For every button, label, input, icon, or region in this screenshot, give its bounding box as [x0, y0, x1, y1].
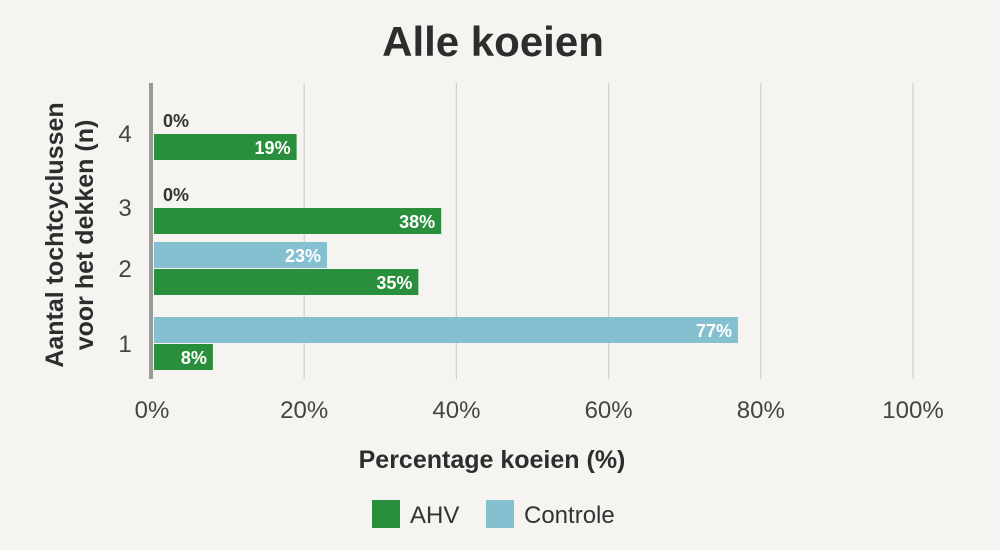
- data-label: 0%: [163, 111, 189, 131]
- legend-label-ahv: AHV: [410, 502, 459, 529]
- x-tick-label: 0%: [135, 397, 170, 424]
- chart-title: Alle koeien: [382, 18, 604, 65]
- y-tick-labels: 4 3 2 1: [118, 121, 131, 358]
- x-tick-label: 80%: [737, 397, 785, 424]
- data-label: 35%: [376, 273, 412, 293]
- x-tick-labels: 0% 20% 40% 60% 80% 100%: [135, 397, 944, 424]
- bars: 0% 19% 0% 38% 23% 35% 77% 8%: [154, 111, 738, 370]
- legend-label-controle: Controle: [524, 502, 615, 529]
- x-axis-title: Percentage koeien (%): [359, 446, 626, 474]
- y-tick-label: 2: [118, 256, 131, 283]
- x-tick-label: 40%: [432, 397, 480, 424]
- data-label: 77%: [696, 321, 732, 341]
- legend: AHV Controle: [372, 500, 615, 529]
- bar-controle: [154, 242, 328, 268]
- bar-ahv: [154, 344, 213, 370]
- data-label: 38%: [399, 212, 435, 232]
- legend-swatch-ahv: [372, 500, 400, 528]
- data-label: 23%: [285, 246, 321, 266]
- y-axis-title-line2: voor het dekken (n): [71, 120, 99, 351]
- data-label: 8%: [181, 348, 207, 368]
- x-tick-label: 100%: [882, 397, 943, 424]
- x-tick-label: 60%: [585, 397, 633, 424]
- y-axis-title-line1: Aantal tochtcyclussen: [41, 102, 69, 367]
- bar-controle: [154, 317, 738, 343]
- bar-ahv: [154, 208, 442, 234]
- x-tick-label: 20%: [280, 397, 328, 424]
- bar-ahv: [154, 134, 297, 160]
- y-tick-label: 4: [118, 121, 131, 148]
- legend-swatch-controle: [486, 500, 514, 528]
- bar-ahv: [154, 269, 419, 295]
- data-label: 0%: [163, 185, 189, 205]
- y-tick-label: 1: [118, 331, 131, 358]
- data-label: 19%: [255, 138, 291, 158]
- y-tick-label: 3: [118, 195, 131, 222]
